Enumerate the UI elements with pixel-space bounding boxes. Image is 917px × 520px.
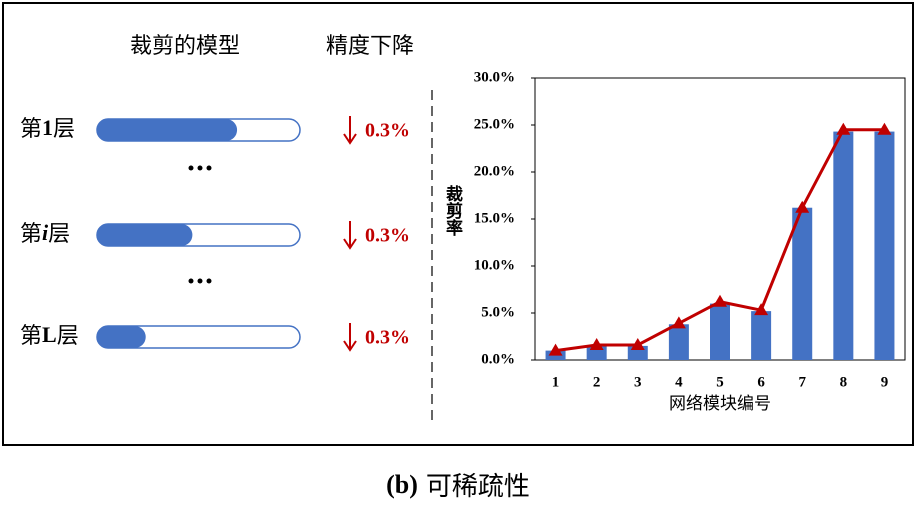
row-prefix: 第: [20, 222, 42, 247]
y-tick-label: 20.0%: [474, 163, 515, 179]
down-arrow: [343, 323, 357, 352]
x-tick-label: 3: [634, 374, 642, 390]
y-tick-label: 0.0%: [481, 351, 515, 367]
x-tick-label: 1: [552, 374, 560, 390]
row-suffix: 层: [48, 222, 70, 247]
row-suffix: 层: [53, 117, 75, 142]
caption-text: 可稀疏性: [426, 472, 530, 502]
x-tick-label: 8: [840, 374, 848, 390]
progress-fill: [97, 119, 238, 141]
progress-fill: [97, 224, 193, 246]
marker: [877, 122, 892, 135]
y-tick-label: 15.0%: [474, 210, 515, 226]
y-axis-label: 裁剪率: [442, 184, 463, 237]
row-index: L: [42, 322, 57, 347]
bar: [874, 131, 895, 360]
marker: [754, 303, 769, 316]
row-prefix: 第: [20, 324, 42, 349]
down-arrow: [343, 116, 357, 145]
x-tick-label: 7: [798, 374, 806, 390]
marker: [795, 200, 810, 213]
accuracy-drop: 0.3%: [365, 327, 410, 349]
bar: [710, 303, 730, 360]
marker: [713, 294, 727, 307]
row-index: i: [42, 220, 49, 245]
header: 裁剪的模型: [130, 34, 240, 59]
x-tick-label: 5: [716, 374, 724, 390]
header: 精度下降: [326, 34, 414, 59]
caption: (b) 可稀疏性: [386, 470, 530, 502]
x-axis-label: 网络模块编号: [669, 394, 771, 414]
marker: [630, 337, 645, 350]
bar: [751, 311, 772, 360]
marker: [671, 316, 686, 329]
accuracy-drop: 0.3%: [365, 225, 410, 247]
accuracy-drop: 0.3%: [365, 120, 410, 142]
progress-fill: [97, 326, 146, 348]
x-tick-label: 6: [757, 374, 765, 390]
x-tick-label: 4: [675, 374, 683, 390]
x-tick-label: 2: [593, 374, 601, 390]
row-label: 第1层: [20, 115, 75, 142]
bar: [833, 131, 854, 360]
row-label: 第i层: [20, 220, 70, 247]
y-tick-label: 25.0%: [474, 116, 515, 132]
row-prefix: 第: [20, 117, 42, 142]
marker: [836, 122, 851, 135]
marker: [548, 343, 563, 356]
x-tick-label: 9: [881, 374, 889, 390]
frame: [2, 2, 914, 446]
marker: [589, 337, 604, 350]
row-suffix: 层: [57, 324, 79, 349]
down-arrow: [343, 221, 357, 250]
bar: [792, 207, 813, 360]
y-tick-label: 5.0%: [481, 304, 515, 320]
row-index: 1: [42, 115, 53, 140]
ellipsis: [188, 165, 212, 284]
bar: [668, 324, 689, 360]
caption-label: (b): [386, 470, 418, 499]
row-label: 第L层: [20, 322, 79, 349]
y-tick-label: 30.0%: [474, 69, 515, 85]
y-tick-label: 10.0%: [474, 257, 515, 273]
